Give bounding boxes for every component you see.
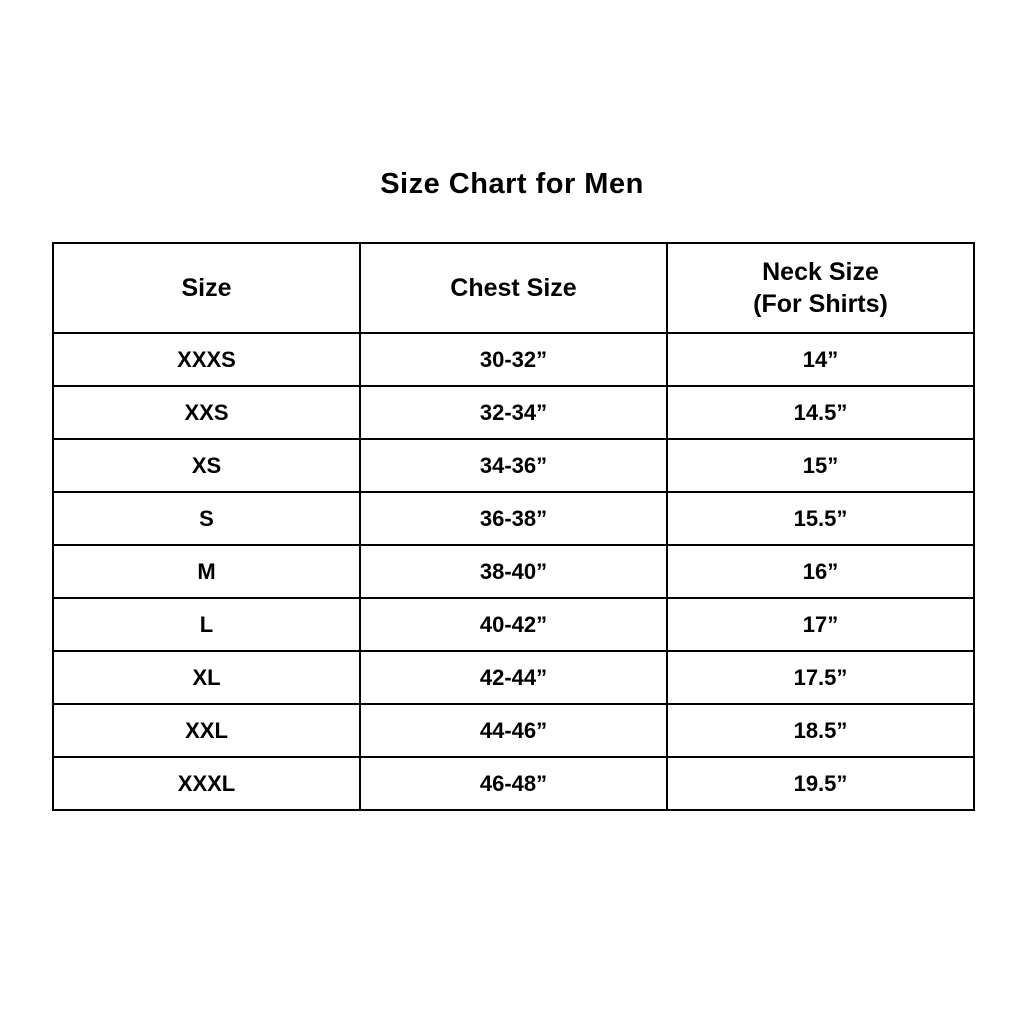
table-body: XXXS 30-32” 14” XXS 32-34” 14.5” XS 34-3… <box>52 332 975 811</box>
size-cell: L <box>52 597 361 652</box>
chest-size-cell: 32-34” <box>359 385 668 440</box>
column-header-neck-size: Neck Size (For Shirts) <box>666 242 975 334</box>
size-cell: XL <box>52 650 361 705</box>
neck-size-sublabel: (For Shirts) <box>753 290 888 318</box>
size-cell: XXS <box>52 385 361 440</box>
neck-size-cell: 14.5” <box>666 385 975 440</box>
chest-size-cell: 34-36” <box>359 438 668 493</box>
table-header: Size Chest Size Neck Size (For Shirts) <box>52 242 975 334</box>
size-cell: XXL <box>52 703 361 758</box>
neck-size-cell: 17” <box>666 597 975 652</box>
header-row: Size Chest Size Neck Size (For Shirts) <box>52 242 975 334</box>
table-row: XXXS 30-32” 14” <box>52 332 975 387</box>
table-row: XXS 32-34” 14.5” <box>52 385 975 440</box>
table-row: M 38-40” 16” <box>52 544 975 599</box>
size-cell: XS <box>52 438 361 493</box>
table-row: XXL 44-46” 18.5” <box>52 703 975 758</box>
table-row: XXXL 46-48” 19.5” <box>52 756 975 811</box>
size-cell: S <box>52 491 361 546</box>
table-row: L 40-42” 17” <box>52 597 975 652</box>
chest-size-cell: 38-40” <box>359 544 668 599</box>
neck-size-cell: 18.5” <box>666 703 975 758</box>
neck-size-cell: 14” <box>666 332 975 387</box>
chest-size-cell: 36-38” <box>359 491 668 546</box>
neck-size-cell: 19.5” <box>666 756 975 811</box>
size-cell: M <box>52 544 361 599</box>
column-header-size: Size <box>52 242 361 334</box>
table-row: XL 42-44” 17.5” <box>52 650 975 705</box>
column-header-chest-size: Chest Size <box>359 242 668 334</box>
size-chart-table: Size Chest Size Neck Size (For Shirts) X… <box>52 242 975 811</box>
neck-size-cell: 17.5” <box>666 650 975 705</box>
neck-size-cell: 15” <box>666 438 975 493</box>
table-row: XS 34-36” 15” <box>52 438 975 493</box>
chest-size-cell: 40-42” <box>359 597 668 652</box>
chest-size-cell: 42-44” <box>359 650 668 705</box>
neck-size-label: Neck Size <box>762 257 879 286</box>
size-cell: XXXS <box>52 332 361 387</box>
neck-size-cell: 15.5” <box>666 491 975 546</box>
page-title: Size Chart for Men <box>380 168 644 200</box>
table-row: S 36-38” 15.5” <box>52 491 975 546</box>
chest-size-cell: 44-46” <box>359 703 668 758</box>
neck-size-cell: 16” <box>666 544 975 599</box>
chest-size-cell: 30-32” <box>359 332 668 387</box>
size-cell: XXXL <box>52 756 361 811</box>
chest-size-cell: 46-48” <box>359 756 668 811</box>
